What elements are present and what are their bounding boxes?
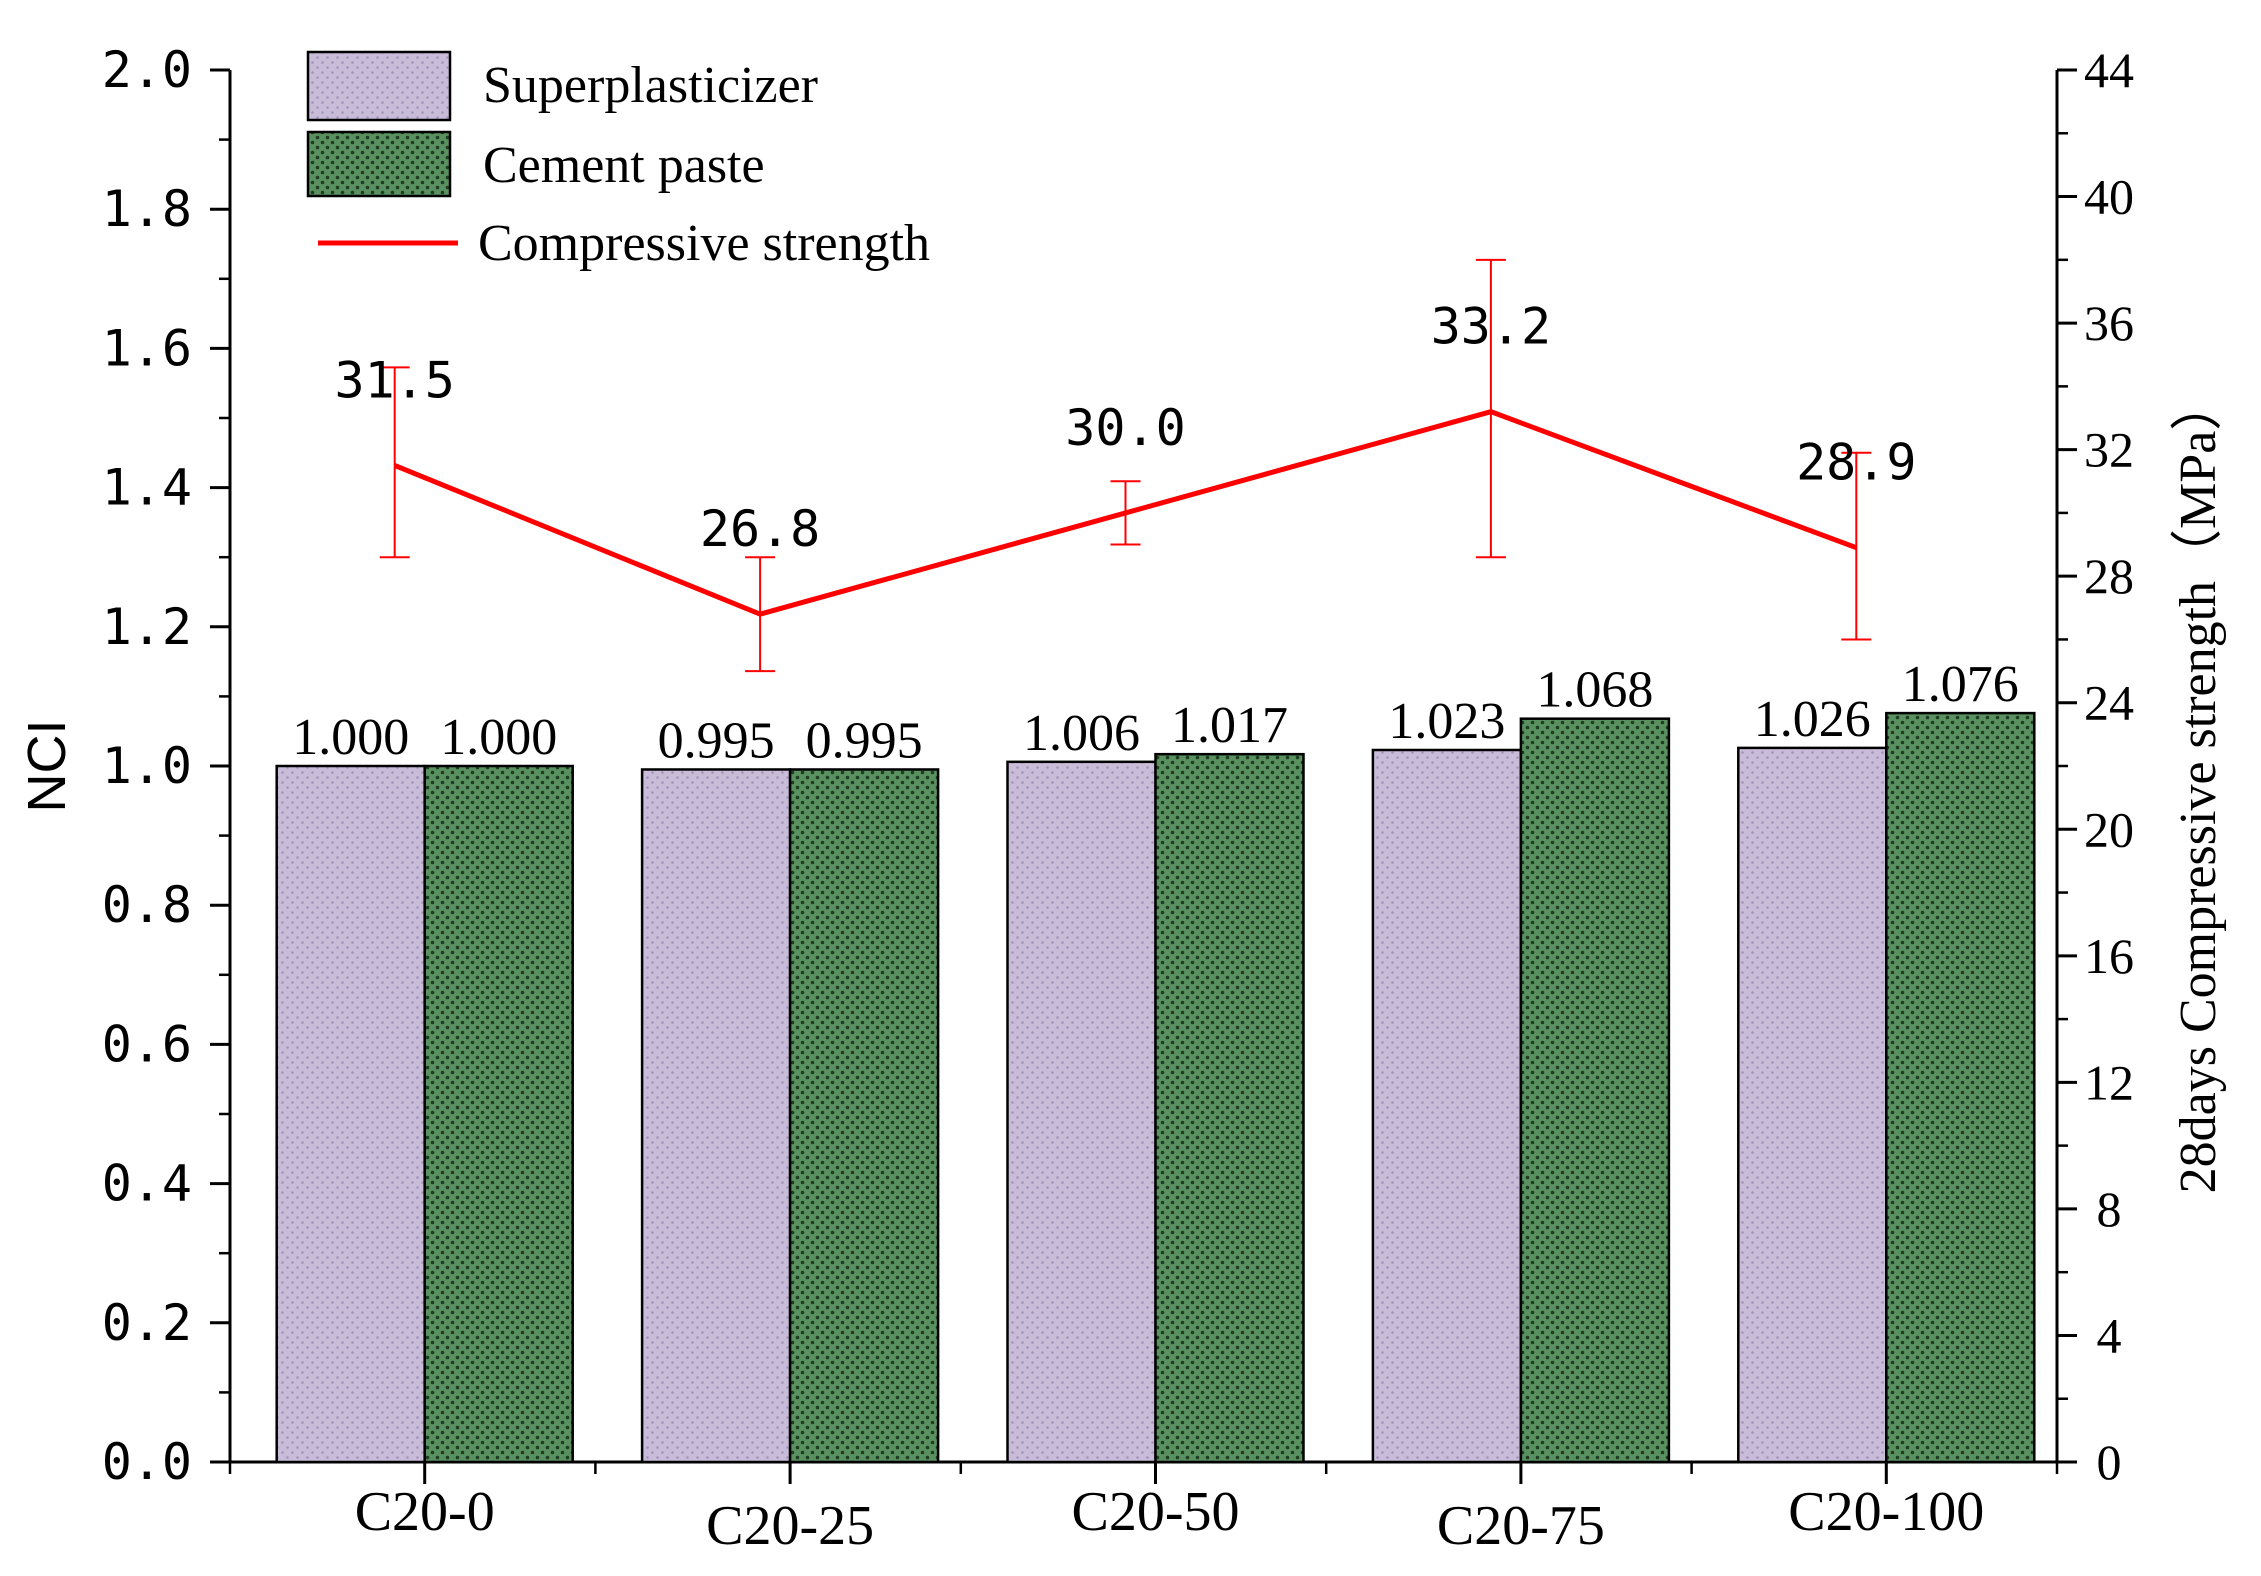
left-tick-label: 1.0 [102, 737, 192, 795]
bar-superplasticizer-value-label: 1.023 [1388, 693, 1505, 750]
legend-swatch-cement-paste [306, 130, 452, 198]
bar-cement-paste [1154, 752, 1305, 1464]
bar-superplasticizer-value-label: 1.000 [292, 709, 409, 766]
x-tick-label: C20-25 [706, 1495, 874, 1557]
left-tick-label: 0.2 [102, 1294, 192, 1352]
left-y-axis-title: NCI [17, 720, 77, 813]
right-tick-label: 40 [2084, 169, 2134, 225]
legend-label-superplasticizer: Superplasticizer [483, 57, 818, 114]
bar-cement-paste [788, 768, 940, 1464]
legend-label-compressive-strength: Compressive strength [478, 215, 930, 272]
bar-superplasticizer [1006, 760, 1157, 1464]
bar-superplasticizer [275, 764, 426, 1464]
bar-superplasticizer [640, 768, 792, 1464]
left-tick-label: 0.8 [102, 876, 192, 934]
compressive-strength-value-label: 33.2 [1431, 298, 1551, 356]
left-tick-label: 1.8 [102, 180, 192, 238]
left-tick-label: 0.4 [102, 1155, 192, 1213]
right-tick-label: 36 [2084, 295, 2134, 351]
right-tick-label: 44 [2084, 42, 2134, 98]
bar-cement-paste-value-label: 1.000 [440, 709, 557, 766]
left-tick-label: 2.0 [102, 41, 192, 99]
compressive-strength-value-label: 26.8 [700, 500, 820, 558]
right-y-axis-title: 28days Compressive strength（MPa） [2170, 379, 2227, 1194]
bar-cement-paste-value-label: 1.068 [1536, 662, 1653, 719]
right-tick-label: 4 [2097, 1307, 2122, 1363]
left-tick-label: 1.6 [102, 319, 192, 377]
bar-cement-paste-value-label: 0.995 [806, 712, 923, 769]
compressive-strength-value-label: 30.0 [1065, 399, 1185, 457]
bar-cement-paste-value-label: 1.017 [1171, 697, 1288, 754]
legend-swatch-superplasticizer [306, 50, 452, 122]
x-tick-label: C20-0 [355, 1481, 495, 1543]
right-tick-label: 28 [2084, 548, 2134, 604]
bar-superplasticizer [1737, 746, 1888, 1464]
left-tick-label: 0.6 [102, 1015, 192, 1073]
x-tick-label: C20-75 [1437, 1495, 1605, 1557]
left-tick-label: 1.2 [102, 598, 192, 656]
right-tick-label: 20 [2084, 801, 2134, 857]
compressive-strength-value-label: 28.9 [1796, 434, 1916, 492]
x-tick-label: C20-100 [1788, 1481, 1984, 1543]
bar-cement-paste [1885, 711, 2036, 1464]
legend-label-cement-paste: Cement paste [483, 137, 765, 194]
right-tick-label: 8 [2097, 1181, 2122, 1237]
left-tick-label: 1.4 [102, 459, 192, 517]
bar-superplasticizer [1371, 748, 1523, 1464]
bar-cement-paste [1519, 717, 1671, 1464]
bar-superplasticizer-value-label: 1.006 [1023, 705, 1140, 762]
compressive-strength-value-label: 31.5 [334, 351, 454, 409]
bar-superplasticizer-value-label: 0.995 [658, 712, 775, 769]
bar-cement-paste [423, 764, 574, 1464]
bar-cement-paste-value-label: 1.076 [1902, 656, 2019, 713]
right-tick-label: 32 [2084, 422, 2134, 478]
left-tick-label: 0.0 [102, 1433, 192, 1491]
right-tick-label: 0 [2097, 1434, 2122, 1490]
bar-superplasticizer-value-label: 1.026 [1754, 691, 1871, 748]
x-tick-label: C20-50 [1072, 1481, 1240, 1543]
right-tick-label: 24 [2084, 675, 2134, 731]
right-tick-label: 16 [2084, 928, 2134, 984]
right-tick-label: 12 [2084, 1054, 2134, 1110]
